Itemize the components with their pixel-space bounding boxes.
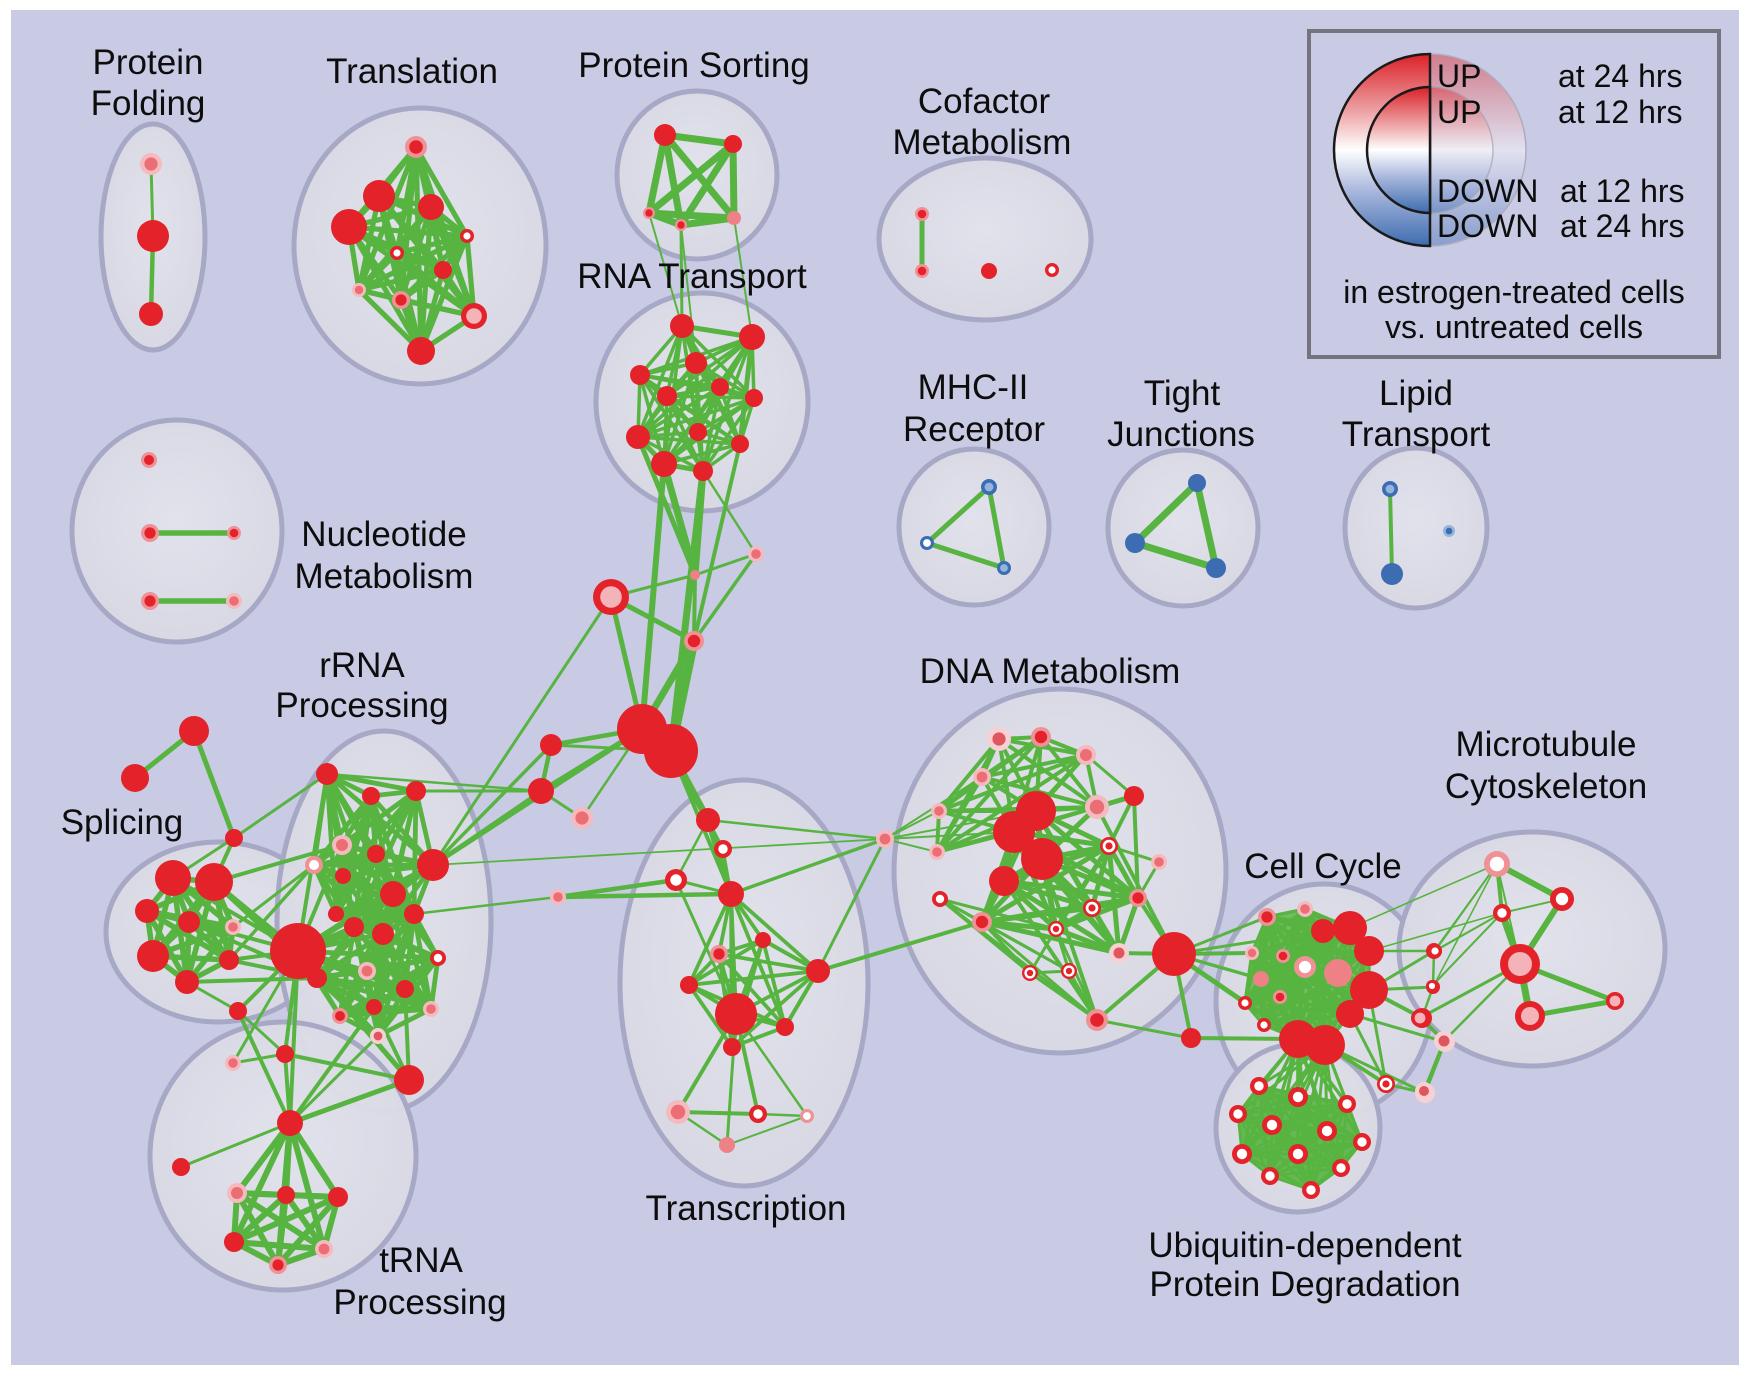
svg-text:Processing: Processing <box>333 1283 506 1322</box>
svg-text:at 12 hrs: at 12 hrs <box>1558 94 1683 130</box>
svg-text:Transcription: Transcription <box>646 1189 847 1228</box>
svg-text:Metabolism: Metabolism <box>295 557 474 596</box>
svg-text:Processing: Processing <box>275 686 448 725</box>
svg-text:Transport: Transport <box>1342 415 1491 454</box>
svg-text:Nucleotide: Nucleotide <box>301 515 466 554</box>
svg-text:RNA Transport: RNA Transport <box>577 257 807 296</box>
svg-text:Protein: Protein <box>93 43 204 82</box>
svg-text:Cytoskeleton: Cytoskeleton <box>1445 767 1647 806</box>
svg-text:at 24 hrs: at 24 hrs <box>1558 58 1683 94</box>
svg-text:Ubiquitin-dependent: Ubiquitin-dependent <box>1148 1226 1462 1265</box>
svg-text:Protein Sorting: Protein Sorting <box>578 46 810 85</box>
svg-text:Translation: Translation <box>326 52 498 91</box>
svg-text:rRNA: rRNA <box>319 646 405 685</box>
svg-text:Folding: Folding <box>91 84 206 123</box>
svg-text:tRNA: tRNA <box>379 1241 463 1280</box>
svg-text:DOWN: DOWN <box>1437 173 1538 209</box>
svg-text:vs. untreated cells: vs. untreated cells <box>1385 309 1643 345</box>
svg-text:in estrogen-treated cells: in estrogen-treated cells <box>1343 274 1685 310</box>
svg-text:Receptor: Receptor <box>903 410 1045 449</box>
svg-text:at 24 hrs: at 24 hrs <box>1560 208 1685 244</box>
svg-text:Tight: Tight <box>1144 374 1221 413</box>
svg-text:Splicing: Splicing <box>61 803 184 842</box>
svg-text:Cell Cycle: Cell Cycle <box>1244 847 1402 886</box>
svg-text:UP: UP <box>1437 58 1481 94</box>
svg-text:Lipid: Lipid <box>1379 374 1453 413</box>
svg-text:at 12 hrs: at 12 hrs <box>1560 173 1685 209</box>
svg-text:DOWN: DOWN <box>1437 208 1538 244</box>
svg-text:Junctions: Junctions <box>1107 415 1255 454</box>
svg-text:Metabolism: Metabolism <box>893 123 1072 162</box>
svg-text:Protein Degradation: Protein Degradation <box>1149 1265 1460 1304</box>
svg-text:Cofactor: Cofactor <box>918 82 1051 121</box>
svg-text:DNA Metabolism: DNA Metabolism <box>920 652 1181 691</box>
svg-text:UP: UP <box>1437 94 1481 130</box>
svg-text:Microtubule: Microtubule <box>1456 725 1637 764</box>
svg-text:MHC-II: MHC-II <box>918 368 1029 407</box>
